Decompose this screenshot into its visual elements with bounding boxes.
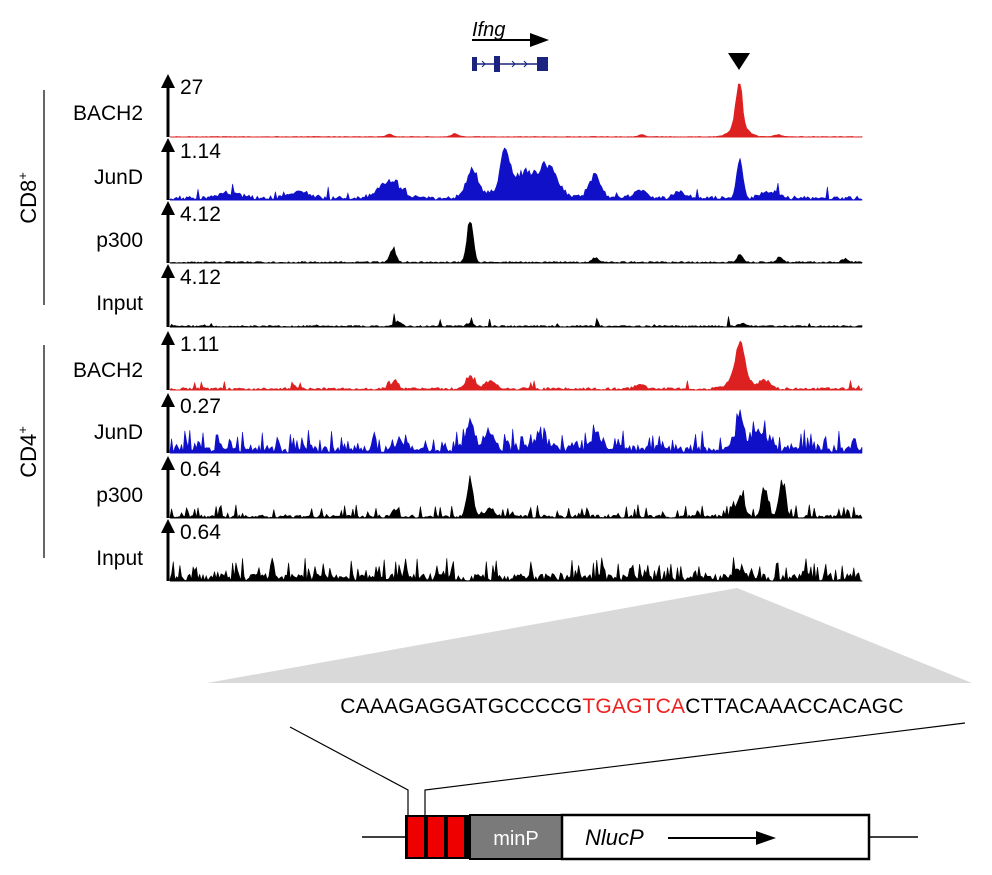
track-bach2-cd8: BACH2 27 — [73, 74, 863, 138]
track-axis-arrow-icon — [161, 331, 175, 345]
gene-name: Ifng — [472, 19, 505, 41]
track-scale-value: 4.12 — [180, 266, 221, 289]
track-p300-cd8: p300 4.12 — [96, 201, 863, 264]
zoom-funnel — [207, 588, 972, 683]
reporter-box — [560, 813, 871, 861]
promoter-box — [469, 814, 563, 860]
track-label: BACH2 — [73, 102, 143, 125]
enhancer-copy-3 — [448, 817, 464, 857]
group-label-cd8: CD8+ — [15, 172, 41, 224]
group-label-cd4: CD4+ — [15, 426, 41, 478]
track-label: JunD — [94, 166, 143, 189]
track-label: Input — [96, 292, 143, 315]
track-axis-arrow-icon — [161, 456, 175, 470]
track-axis-arrow-icon — [161, 201, 175, 215]
track-signal — [169, 409, 863, 454]
promoter-label: minP — [493, 828, 539, 850]
track-label: Input — [96, 547, 143, 570]
track-label: p300 — [96, 229, 143, 252]
reporter-direction-arrow-icon — [668, 831, 776, 845]
track-signal — [169, 221, 863, 264]
reporter-label: NlucP — [585, 825, 644, 850]
gene-annotation: Ifng — [472, 19, 549, 72]
track-scale-value: 0.64 — [180, 458, 221, 481]
track-label: p300 — [96, 484, 143, 507]
enhancer-copy-2 — [428, 817, 444, 857]
track-scale-value: 27 — [180, 76, 203, 99]
enhancer-copy-1 — [408, 817, 424, 857]
sequence-flank-right: CTTACAAACCACAGC — [685, 695, 903, 718]
track-jund-cd8: JunD 1.14 — [94, 138, 863, 201]
track-input-cd8: Input 4.12 — [96, 264, 863, 328]
track-p300-cd4: p300 0.64 — [96, 456, 863, 519]
track-label: BACH2 — [73, 359, 143, 382]
track-jund-cd4: JunD 0.27 — [94, 393, 863, 454]
track-signal — [169, 557, 864, 583]
track-signal — [169, 147, 863, 201]
track-axis-arrow-icon — [161, 393, 175, 407]
peak-marker-triangle-icon — [728, 53, 750, 70]
gene-direction-arrow — [472, 33, 549, 47]
enhancer-sequence: CAAAGAGGATGCCCCGTGAGTCACTTACAAACCACAGC — [340, 695, 903, 718]
reporter-construct: minP NlucP — [362, 813, 918, 861]
track-scale-value: 0.27 — [180, 395, 221, 418]
track-scale-value: 1.11 — [180, 333, 219, 356]
track-axis-arrow-icon — [161, 264, 175, 278]
track-label: JunD — [94, 421, 143, 444]
track-signal — [169, 475, 863, 519]
group-brackets: CD8+ CD4+ — [15, 90, 45, 558]
track-axis-arrow-icon — [161, 138, 175, 152]
gene-model — [472, 56, 548, 72]
track-scale-value: 4.12 — [180, 203, 221, 226]
track-scale-value: 1.14 — [180, 140, 221, 163]
track-axis-arrow-icon — [161, 519, 175, 533]
track-bach2-cd4: BACH2 1.11 — [73, 331, 863, 391]
signal-tracks: BACH2 27 JunD 1.14 p300 4.12 Input 4.12 BACH2 1.1… — [73, 74, 864, 583]
sequence-motif: TGAGTCA — [582, 695, 685, 718]
sequence-flank-left: CAAAGAGGATGCCCCG — [340, 695, 582, 718]
track-scale-value: 0.64 — [180, 521, 221, 544]
track-signal — [169, 340, 863, 391]
track-axis-arrow-icon — [161, 74, 175, 88]
track-signal — [169, 313, 863, 328]
track-signal — [169, 83, 863, 138]
sequence-connector-lines — [289, 722, 966, 815]
track-input-cd4: Input 0.64 — [96, 519, 864, 583]
